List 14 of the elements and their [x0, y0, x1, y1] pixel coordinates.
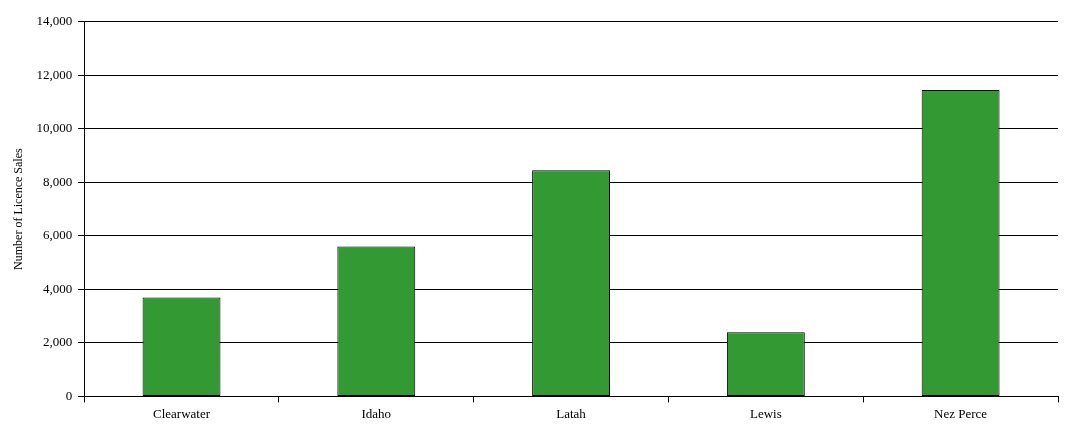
- y-axis-title: Number of Licence Sales: [11, 147, 26, 270]
- y-tick-label: 12,000: [36, 66, 73, 82]
- x-tick-label: Clearwater: [153, 405, 211, 421]
- y-tick-label: 14,000: [36, 13, 73, 29]
- y-tick-label: 2,000: [42, 334, 73, 350]
- y-tick-label: 0: [65, 387, 73, 403]
- y-tick-label: 6,000: [42, 227, 73, 243]
- x-tick-label: Lewis: [749, 405, 782, 421]
- y-tick-label: 8,000: [42, 173, 73, 189]
- y-tick-label: 4,000: [42, 280, 73, 296]
- x-tick-label: Idaho: [361, 405, 392, 421]
- x-tick-label: Latah: [556, 405, 587, 421]
- x-tick-label: Nez Perce: [934, 405, 988, 421]
- y-tick-label: 10,000: [36, 120, 73, 136]
